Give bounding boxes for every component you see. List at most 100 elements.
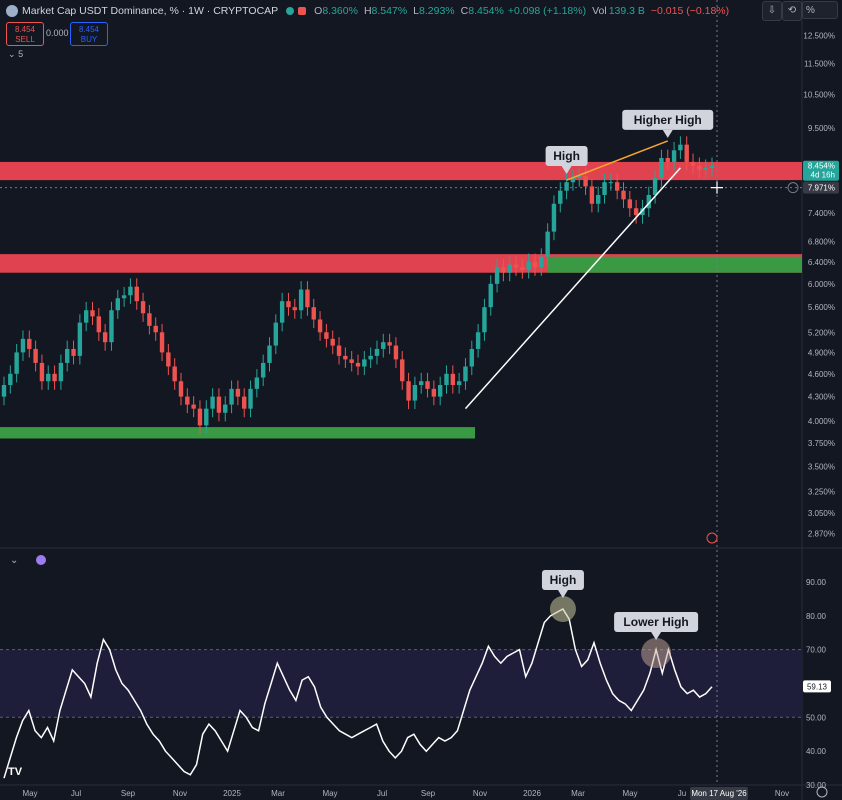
alert-icon	[298, 7, 307, 15]
time-tick-label: Sep	[121, 789, 136, 798]
candle	[513, 264, 519, 268]
price-tick-label: 6.400%	[808, 258, 835, 267]
candle	[406, 381, 411, 401]
candle	[204, 408, 209, 426]
candle	[172, 366, 177, 382]
time-tick-label: Ju	[678, 789, 686, 798]
candle	[621, 190, 626, 200]
candle	[355, 362, 361, 367]
candle	[242, 396, 247, 409]
candle	[419, 381, 424, 386]
trendline	[464, 167, 681, 410]
candle	[558, 190, 563, 204]
candle	[431, 388, 437, 397]
candle	[166, 352, 171, 367]
download-icon[interactable]: ⇩	[762, 1, 782, 21]
chart-header: Market Cap USDT Dominance, % · 1W · CRYP…	[0, 0, 842, 22]
candle	[526, 261, 531, 270]
price-tick-label: 3.050%	[808, 509, 835, 518]
candle	[520, 267, 525, 270]
candle	[324, 332, 329, 339]
rsi-settings-icon	[36, 555, 46, 565]
vol-label: Vol	[592, 5, 607, 17]
rsi-last-value: 59.13	[807, 682, 828, 691]
sell-label: SELL	[15, 35, 35, 44]
candle	[684, 144, 689, 162]
scale-button[interactable]: %	[802, 1, 838, 19]
candle	[254, 377, 260, 389]
low-value: 8.293%	[419, 5, 455, 17]
candle	[317, 319, 323, 333]
candle	[65, 348, 70, 363]
candle	[178, 381, 184, 397]
rsi-tick-label: 30.00	[806, 781, 827, 790]
open-label: O	[314, 5, 323, 17]
candle	[191, 404, 196, 409]
settings-gear-icon	[816, 786, 828, 798]
high-label: H	[363, 5, 372, 17]
support-zone	[0, 427, 475, 439]
crosshair-date-value: Mon 17 Aug '26	[691, 789, 747, 798]
price-tick-label: 7.400%	[808, 209, 835, 218]
symbol-title[interactable]: Market Cap USDT Dominance, % · 1W · CRYP…	[22, 5, 279, 17]
candle	[362, 359, 367, 367]
candle	[551, 203, 557, 232]
candle	[709, 165, 715, 168]
restore-icon[interactable]: ⟲	[782, 1, 802, 21]
close-value: 8.454%	[468, 5, 504, 17]
time-tick-label: May	[22, 789, 37, 798]
indicators-toggle[interactable]: ⌄ 5	[8, 49, 23, 60]
last-price-badge	[803, 160, 839, 181]
vol-change-value: −0.015 (−0.18%)	[650, 5, 730, 17]
callout-high-text: High	[553, 149, 580, 163]
candle	[153, 325, 158, 333]
candle	[602, 182, 607, 195]
price-tick-label: 3.250%	[808, 487, 835, 496]
candle	[482, 307, 487, 333]
candle	[77, 322, 83, 356]
candle	[286, 301, 291, 308]
candle	[450, 373, 456, 386]
high-value: 8.547%	[371, 5, 408, 17]
candle	[532, 261, 538, 268]
candle	[387, 342, 392, 346]
time-tick-label: Sep	[421, 789, 436, 798]
candle	[652, 178, 658, 195]
candle	[614, 182, 620, 191]
candle	[121, 295, 127, 299]
last-price-value: 8.454%	[808, 162, 835, 171]
candle	[71, 348, 76, 356]
callout-higher-high-text: Higher High	[634, 113, 702, 127]
low-label: L	[413, 5, 420, 17]
candle	[273, 322, 279, 346]
price-tick-label: 4.000%	[808, 417, 835, 426]
candle	[235, 388, 241, 397]
sell-button[interactable]: 8.454 SELL	[6, 22, 44, 46]
candle	[646, 194, 651, 209]
time-tick-label: Nov	[775, 789, 789, 798]
time-tick-label: May	[622, 789, 637, 798]
bar-countdown: 4d 16h	[811, 171, 835, 180]
candle	[412, 385, 418, 401]
candle	[507, 264, 512, 273]
price-tick-label: 11.500%	[804, 60, 835, 69]
lightning-icon	[706, 532, 718, 544]
rsi-band	[0, 649, 802, 718]
rsi-callout-lower-high-pointer	[651, 632, 662, 640]
candle	[33, 348, 38, 363]
crosshair-cursor-icon	[711, 181, 723, 194]
candle	[368, 355, 373, 360]
candle	[83, 310, 89, 323]
candle	[96, 316, 102, 333]
change-value: +0.098 (+1.18%)	[507, 5, 587, 17]
buy-button[interactable]: 8.454 BUY	[70, 22, 108, 46]
candle	[210, 396, 215, 409]
time-tick-label: Nov	[473, 789, 487, 798]
candles	[1, 136, 715, 434]
price-tick-label: 3.500%	[808, 462, 835, 471]
rsi-lower-high-marker	[641, 638, 672, 668]
rsi-tick-label: 70.00	[806, 646, 827, 655]
time-tick-label: 2025	[223, 789, 241, 798]
candle	[349, 359, 354, 363]
